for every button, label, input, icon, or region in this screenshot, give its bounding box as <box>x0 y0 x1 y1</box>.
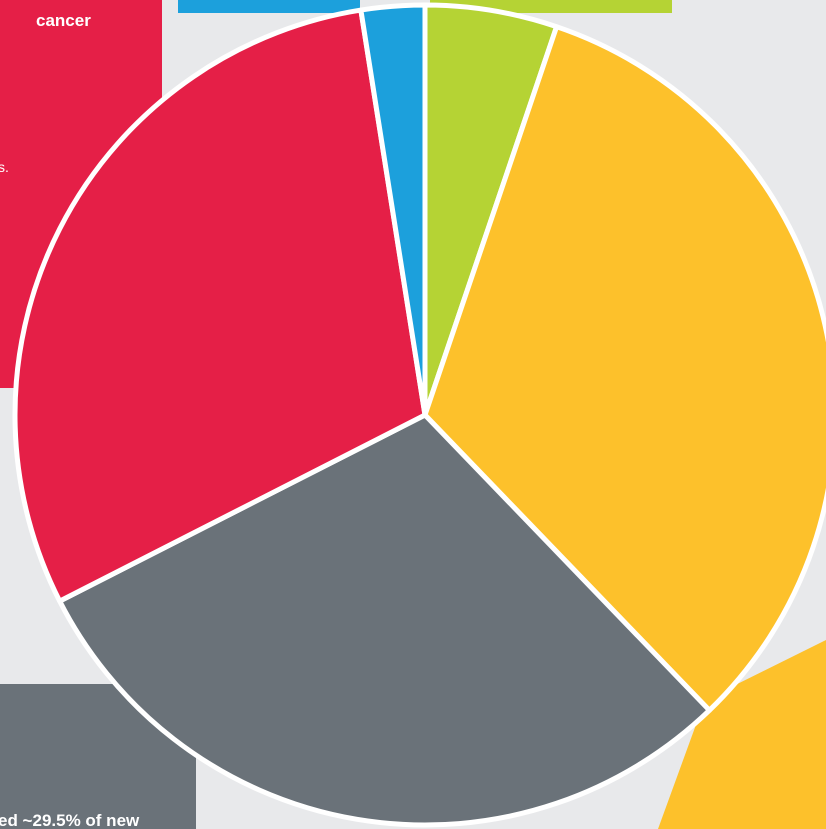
pie-slice <box>358 2 428 418</box>
blue-bar <box>178 0 360 13</box>
pie-slice <box>12 7 428 604</box>
pie-slice <box>422 24 826 713</box>
annotation: s. <box>0 159 9 175</box>
annotation: cancer <box>36 11 91 30</box>
pie-slice <box>57 412 712 828</box>
yellow-panel <box>658 640 826 829</box>
annotation: ed ~29.5% of new <box>0 811 140 829</box>
pie <box>12 2 826 828</box>
